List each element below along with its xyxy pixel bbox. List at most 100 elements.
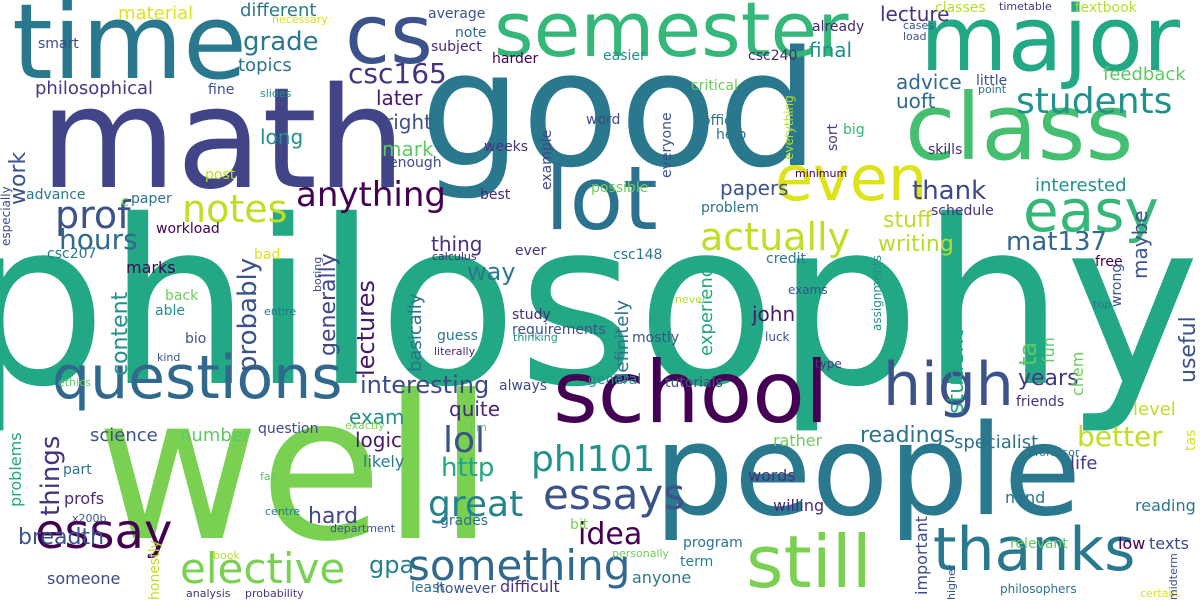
word-notes: notes [182, 187, 288, 231]
word-probability: probability [245, 587, 304, 600]
word-later: later [376, 86, 423, 110]
word-lectures: lectures [352, 280, 380, 376]
word-gpa: gpa [369, 551, 415, 579]
word-analysis: analysis [186, 587, 231, 600]
word-reading: reading [1135, 496, 1196, 515]
word-interesting: interesting [360, 371, 490, 399]
word-quite: quite [449, 397, 501, 421]
word-school: school [553, 343, 829, 443]
word-thanks: thanks [933, 515, 1136, 585]
word-slides: slides [260, 87, 292, 100]
word-certain: certain [1140, 587, 1179, 600]
word-content: content [108, 291, 133, 376]
word-load: load [903, 30, 927, 43]
word-advice: advice [896, 70, 962, 94]
word-papers: papers [720, 176, 789, 200]
word-thinking: thinking [513, 331, 558, 344]
word-part: part [63, 462, 92, 478]
word-least: least [411, 580, 445, 596]
word-everyone: everyone [659, 112, 675, 178]
word-jim: jim [470, 421, 487, 434]
word-probably: probably [233, 257, 263, 372]
word-enough: enough [389, 155, 442, 171]
word-workload: workload [156, 221, 220, 237]
word-program: program [683, 535, 743, 551]
word-well: well [96, 353, 494, 586]
word-good: good [420, 16, 819, 203]
word-x200b: x200b [72, 512, 107, 525]
word-best: best [480, 187, 511, 203]
word-people: people [654, 397, 1082, 544]
word-things: things [36, 435, 66, 516]
word-especially: especially [0, 186, 13, 246]
word-weeks: weeks [484, 139, 529, 155]
word-general: general [588, 372, 642, 388]
word-student: student [944, 329, 969, 414]
word-tutorials: tutorials [665, 375, 723, 391]
word-sort: sort [825, 123, 841, 151]
word-critical: critical [691, 78, 738, 94]
word-problem: problem [701, 200, 759, 216]
word-harder: harder [492, 51, 539, 67]
word-cs: cs [345, 0, 433, 83]
word-idea: idea [578, 517, 643, 552]
word-possible: possible [591, 180, 649, 196]
word-useful: useful [1176, 316, 1200, 383]
word-philosophical: philosophical [35, 78, 154, 99]
word-necessary: necessary [272, 13, 328, 26]
word-lot: lot [545, 147, 658, 250]
word-semester: semester [494, 0, 849, 74]
word-midterm: midterm [1167, 553, 1180, 600]
word-subject: subject [431, 39, 482, 55]
word-ta: ta [1014, 341, 1042, 366]
word-thing: thing [431, 232, 483, 256]
word-maybe: maybe [1128, 210, 1152, 279]
word-difficult: difficult [500, 577, 560, 596]
word-questions: questions [52, 343, 343, 413]
word-fair: fair [260, 470, 279, 483]
word-luck: luck [765, 330, 790, 344]
word-literally: literally [434, 345, 476, 358]
word-boring: boring [311, 256, 324, 292]
word-honestly: honestly [147, 540, 163, 600]
word-able: able [155, 303, 185, 319]
word-little: little [976, 73, 1008, 89]
word-professor: professor [1028, 446, 1080, 459]
word-students: students [1016, 81, 1173, 122]
word-type: type [815, 357, 842, 371]
word-something: something [408, 541, 631, 590]
word-http: http [441, 453, 495, 483]
word-uoft: uoft [896, 89, 936, 113]
word-right: right [385, 110, 432, 134]
word-csc240: csc240 [748, 48, 798, 64]
word-level: level [1133, 399, 1176, 420]
word-thank: thank [912, 176, 987, 206]
word-study: study [512, 307, 551, 323]
word-topics: topics [238, 55, 292, 76]
word-basically: basically [405, 293, 426, 372]
word-minimum: minimum [795, 167, 848, 180]
word-breadth: breadth [18, 525, 105, 550]
word-texts: texts [1149, 534, 1189, 553]
word-advance: advance [26, 187, 86, 203]
word-rather: rather [773, 431, 823, 450]
word-centre: centre [265, 505, 301, 518]
word-personally: personally [612, 547, 670, 560]
word-higher: higher [945, 564, 958, 600]
word-wrong: wrong [1109, 263, 1125, 307]
word-elective: elective [180, 544, 346, 593]
word-however: however [436, 581, 497, 597]
word-already: already [812, 19, 865, 35]
word-exams: exams [788, 283, 828, 297]
word-science: science [90, 425, 158, 446]
word-guess: guess [437, 328, 478, 344]
word-big: big [843, 122, 865, 138]
word-tas: tas [1183, 429, 1199, 451]
word-bad: bad [254, 247, 281, 263]
word-friends: friends [1016, 394, 1065, 410]
word-high: high [883, 350, 1014, 420]
word-kind: kind [157, 351, 181, 364]
word-textbook: textbook [1075, 0, 1137, 16]
word-long: long [260, 125, 304, 149]
